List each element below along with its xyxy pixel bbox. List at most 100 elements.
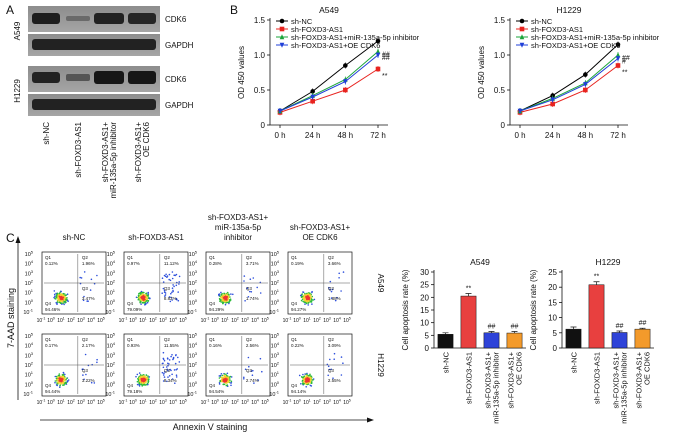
x-tick-label: 102	[149, 399, 157, 407]
y-tick-label: 0	[501, 121, 506, 130]
y-axis-label: OD 450 values	[477, 46, 486, 99]
event-dot	[330, 290, 333, 293]
tick-exponent: 5	[103, 399, 105, 403]
quadrant-name: Q4	[209, 383, 216, 388]
y-tick-label: 105	[189, 250, 198, 259]
x-tick-label: 101	[139, 317, 147, 325]
event-dot	[306, 381, 308, 383]
event-dot	[147, 375, 149, 377]
event-dot	[55, 375, 58, 378]
tick-base: 10	[303, 318, 309, 324]
annotation: ##	[622, 55, 630, 62]
event-dot	[164, 371, 166, 373]
legend-label: sh-FOXD3-AS1+OE CDK6	[291, 41, 380, 50]
event-dot	[305, 302, 308, 305]
tick-base: 10	[139, 318, 145, 324]
y-tick-label: 15	[548, 298, 557, 307]
tick-base: 10	[179, 400, 185, 406]
tick-exponent: 3	[83, 317, 85, 321]
x-tick-label: 100	[47, 399, 55, 407]
event-dot	[83, 295, 85, 298]
event-dot	[54, 375, 57, 378]
event-dot	[227, 381, 229, 383]
tick-exponent: 3	[277, 269, 280, 274]
error-bar	[593, 281, 600, 285]
event-dot	[136, 383, 139, 386]
event-dot	[147, 383, 149, 386]
tick-base: 10	[23, 310, 29, 316]
y-tick-label: 10	[420, 319, 429, 328]
tick-base: 10	[129, 400, 135, 406]
event-dot	[177, 299, 180, 302]
event-dot	[223, 297, 225, 299]
tick-base: 10	[67, 318, 73, 324]
tick-base: 10	[189, 353, 195, 359]
event-dot	[228, 302, 230, 305]
chart-title: A549	[319, 5, 339, 15]
event-dot	[308, 292, 311, 294]
event-dot	[137, 378, 140, 381]
tick-base: 10	[169, 318, 175, 324]
quadrant-name: Q1	[291, 337, 298, 342]
tick-base: 10	[107, 382, 113, 388]
y-tick-label: 10-1	[187, 390, 197, 399]
event-dot	[328, 286, 330, 289]
event-dot	[309, 300, 312, 302]
quadrant-percent: 8.34%	[164, 378, 177, 383]
tick-base: 10	[271, 262, 277, 268]
tick-base: 10	[57, 400, 63, 406]
quadrant-percent: 1.74%	[246, 296, 259, 301]
x-tick-label: 72 h	[370, 131, 386, 140]
y-tick-label: 25	[548, 268, 557, 277]
event-dot	[329, 280, 332, 283]
event-dot	[166, 380, 168, 383]
event-dot	[301, 380, 304, 382]
y-tick-label: 105	[107, 332, 116, 341]
tick-exponent: 0	[31, 298, 34, 303]
y-tick-label: 0.5	[254, 86, 266, 95]
x-tick-label: 102	[67, 399, 75, 407]
event-dot	[300, 383, 302, 385]
event-dot	[342, 271, 345, 273]
event-dot	[171, 299, 173, 301]
event-dot	[310, 382, 313, 385]
tick-exponent: 1	[31, 288, 34, 293]
event-dot	[306, 379, 308, 382]
annotation: ##	[616, 323, 624, 330]
tick-exponent: 2	[155, 399, 157, 403]
error-bar	[488, 331, 495, 333]
quadrant-percent: 0.28%	[209, 261, 222, 266]
event-dot	[143, 301, 145, 304]
event-dot	[146, 298, 148, 301]
event-dot	[220, 301, 222, 303]
tick-base: 10	[139, 400, 145, 406]
event-dot	[300, 299, 303, 302]
y-tick-label: 101	[189, 370, 198, 379]
legend-label: sh-FOXD3-AS1	[531, 25, 583, 34]
tick-base: 10	[77, 400, 83, 406]
tick-base: 10	[57, 318, 63, 324]
event-dot	[220, 291, 222, 294]
event-dot	[162, 358, 165, 361]
event-dot	[165, 273, 167, 276]
event-dot	[171, 271, 174, 273]
event-dot	[306, 296, 308, 299]
x-tick-label: 102	[313, 317, 321, 325]
event-dot	[218, 297, 221, 300]
event-dot	[222, 380, 225, 383]
tick-base: 10	[323, 400, 329, 406]
event-dot	[307, 382, 310, 384]
x-tick-label: 10-1	[283, 317, 292, 325]
event-dot	[58, 377, 60, 380]
event-dot	[148, 376, 151, 378]
event-dot	[219, 374, 222, 377]
event-dot	[310, 300, 313, 302]
event-dot	[167, 364, 169, 367]
event-dot	[80, 277, 83, 279]
quadrant-percent: 0.19%	[291, 261, 304, 266]
event-dot	[91, 363, 93, 366]
tick-base: 10	[129, 318, 135, 324]
event-dot	[166, 357, 169, 360]
event-dot	[226, 384, 229, 386]
event-dot	[139, 291, 142, 294]
